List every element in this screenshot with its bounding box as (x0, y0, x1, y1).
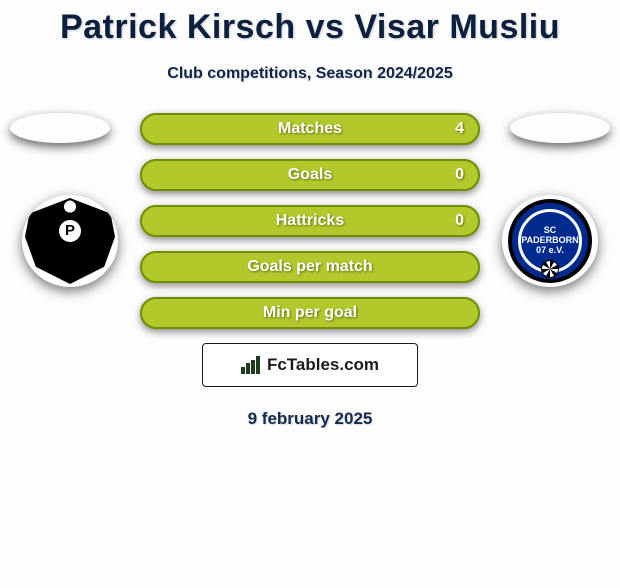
stat-bars: Matches 4 Goals 0 Hattricks 0 Goals per … (140, 113, 480, 329)
player-avatar-right (510, 113, 610, 143)
brand-text: FcTables.com (267, 355, 379, 375)
stat-label: Matches (278, 120, 342, 138)
club-logo-left (22, 195, 118, 287)
brand-box[interactable]: FcTables.com (202, 343, 418, 387)
paderborn-text-bot: 07 e.V. (521, 246, 578, 256)
stat-bar-hattricks: Hattricks 0 (140, 205, 480, 237)
stat-bar-min-per-goal: Min per goal (140, 297, 480, 329)
stat-label: Goals per match (247, 258, 372, 276)
subtitle: Club competitions, Season 2024/2025 (0, 65, 620, 83)
stat-bar-matches: Matches 4 (140, 113, 480, 145)
stat-label: Hattricks (276, 212, 344, 230)
bar-chart-icon (241, 356, 261, 374)
club-logo-right: SC PADERBORN 07 e.V. (502, 195, 598, 287)
comparison-panel: SC PADERBORN 07 e.V. Matches 4 Goals 0 H… (0, 113, 620, 429)
page-title: Patrick Kirsch vs Visar Musliu (0, 8, 620, 47)
stat-bar-goals-per-match: Goals per match (140, 251, 480, 283)
date-text: 9 february 2025 (0, 409, 620, 429)
stat-value-right: 4 (455, 120, 464, 138)
stat-label: Min per goal (263, 304, 357, 322)
stat-bar-goals: Goals 0 (140, 159, 480, 191)
player-avatar-left (10, 113, 110, 143)
stat-label: Goals (288, 166, 332, 184)
stat-value-right: 0 (455, 212, 464, 230)
eagle-icon (25, 198, 115, 284)
soccer-ball-icon (541, 260, 559, 278)
paderborn-icon: SC PADERBORN 07 e.V. (508, 199, 592, 283)
stat-value-right: 0 (455, 166, 464, 184)
